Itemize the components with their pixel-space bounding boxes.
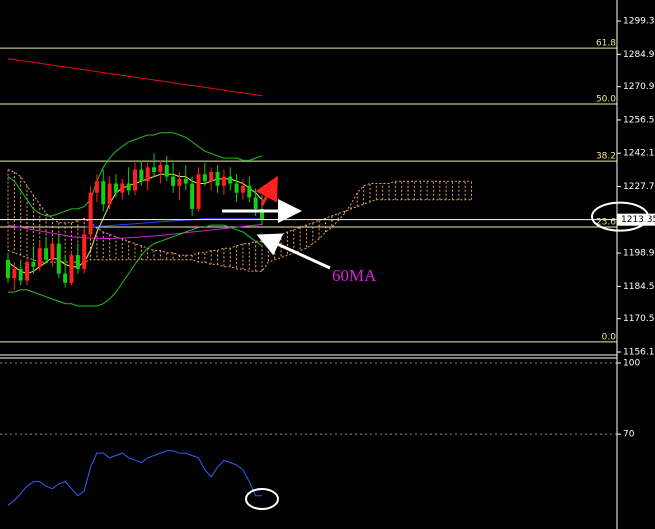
candle-body (158, 165, 163, 172)
y-tick-label: 70 (623, 430, 635, 440)
candle-body (221, 176, 226, 186)
indicator-line (84, 217, 262, 228)
fib-label: 61.8 (596, 39, 616, 49)
candle-body (228, 176, 233, 184)
candle-body (139, 169, 144, 182)
candle-body (82, 234, 87, 270)
rsi-line (7, 450, 262, 506)
candle-body (31, 262, 36, 267)
y-tick-label: 100 (623, 359, 640, 369)
candle-body (177, 178, 182, 186)
indicator-line (7, 58, 263, 97)
candle-body (196, 174, 201, 209)
candle-body (6, 259, 10, 279)
current-price-label: 1213.35 (621, 215, 655, 225)
y-tick-label: 1156.10 (623, 347, 655, 357)
arrow (255, 175, 278, 206)
candle-body (164, 165, 169, 177)
candle-body (133, 169, 137, 191)
candle-body (50, 243, 55, 260)
candle-body (12, 269, 17, 279)
candle-body (209, 171, 214, 182)
arrow (256, 233, 331, 270)
candle-body (202, 174, 207, 182)
y-tick-label: 1299.30 (623, 17, 655, 27)
candle-body (190, 183, 195, 209)
candle-body (171, 176, 176, 186)
candle-body (215, 171, 220, 186)
candle-body (145, 167, 150, 182)
y-tick-label: 1256.50 (623, 115, 655, 125)
candle-body (25, 262, 30, 281)
indicator-line (7, 223, 263, 239)
candle-body (113, 183, 118, 193)
y-tick-label: 1170.50 (623, 314, 655, 324)
candle-body (69, 255, 74, 283)
y-tick-label: 1198.90 (623, 249, 655, 259)
candle-body (234, 183, 239, 193)
candle-body (37, 248, 42, 267)
candle-body (18, 269, 23, 281)
candle-body (240, 185, 245, 193)
plot-area: 61.8 50.0 38.2 23.6 0.0 (0, 39, 617, 506)
indicator-line (8, 224, 263, 307)
y-tick-label: 1242.10 (623, 149, 655, 159)
candle-body (44, 248, 49, 260)
candle-body (253, 197, 258, 209)
indicator-line (7, 132, 263, 217)
y-tick-label: 1270.90 (623, 82, 655, 92)
candle-body (183, 178, 188, 184)
candle-body (56, 243, 61, 274)
candle-body (63, 273, 68, 283)
fib-label: 0.0 (602, 332, 617, 342)
candle-body (88, 192, 93, 235)
candle-body (126, 183, 131, 191)
y-tick-label: 1184.50 (623, 282, 655, 292)
y-tick-label: 1227.70 (623, 182, 655, 192)
candle-body (260, 208, 264, 220)
annotation: 60MA (332, 266, 377, 285)
candle-body (152, 167, 157, 172)
highlight-circle (591, 201, 649, 232)
fib-label: 50.0 (596, 95, 616, 105)
candle-body (247, 185, 252, 198)
candle-body (75, 255, 80, 270)
candle-body (94, 181, 99, 193)
cloud-span-a (7, 169, 472, 256)
candle-body (120, 183, 125, 193)
candle-body (107, 183, 112, 205)
fib-label: 23.6 (596, 217, 616, 227)
fib-label: 38.2 (596, 152, 616, 162)
highlight-circle (245, 488, 279, 510)
y-tick-label: 1284.90 (623, 50, 655, 60)
candle-body (101, 181, 106, 205)
